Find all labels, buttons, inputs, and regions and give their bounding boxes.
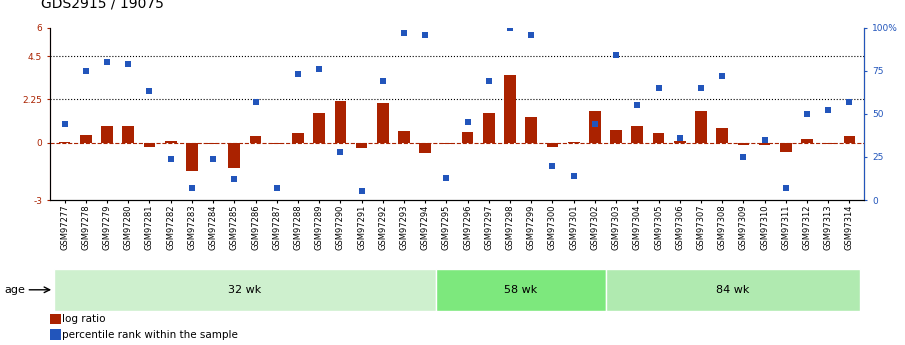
Point (778, 185, 793, 191)
Bar (605, 269, 860, 310)
Point (100, 59, 114, 65)
Point (652, 85, 666, 91)
Point (185, 185, 199, 191)
Point (57, 121, 71, 127)
Bar (843, 136, 855, 142)
Bar (758, 142, 770, 146)
Bar (398, 131, 410, 142)
Point (567, 173, 581, 179)
Point (503, 25, 518, 30)
Point (694, 85, 709, 91)
Point (164, 156, 178, 161)
Point (79, 68, 93, 73)
Bar (504, 75, 516, 142)
Point (757, 137, 772, 142)
Bar (462, 132, 473, 142)
Point (227, 177, 242, 182)
Bar (122, 126, 134, 142)
Bar (695, 111, 707, 142)
Text: log ratio: log ratio (62, 314, 106, 324)
Point (312, 66, 327, 72)
Bar (801, 139, 813, 142)
Point (248, 99, 262, 105)
Bar (313, 113, 325, 142)
Bar (717, 128, 728, 142)
Point (630, 102, 644, 108)
Text: 32 wk: 32 wk (228, 285, 262, 295)
Text: 58 wk: 58 wk (504, 285, 538, 295)
Point (715, 73, 729, 79)
Bar (483, 113, 495, 142)
Text: age: age (5, 285, 25, 295)
Bar (738, 142, 749, 145)
Point (418, 32, 433, 37)
Bar (780, 142, 792, 152)
Bar (335, 101, 347, 142)
Point (439, 175, 453, 180)
Point (524, 32, 538, 37)
Bar (271, 142, 282, 144)
Point (291, 71, 305, 77)
Point (121, 61, 136, 67)
Bar (50, 329, 61, 340)
Bar (823, 142, 834, 144)
Point (333, 149, 348, 155)
Point (270, 185, 284, 191)
Bar (632, 126, 643, 142)
Bar (228, 142, 240, 168)
Point (376, 78, 390, 84)
Point (672, 135, 687, 141)
Point (205, 156, 220, 161)
Point (481, 78, 496, 84)
Bar (547, 142, 558, 147)
Text: percentile rank within the sample: percentile rank within the sample (62, 330, 238, 340)
Point (355, 189, 369, 194)
Point (545, 163, 559, 168)
Bar (674, 141, 686, 142)
Bar (377, 103, 388, 142)
Bar (653, 133, 664, 142)
Point (142, 89, 157, 94)
Bar (186, 142, 197, 171)
Bar (54, 269, 436, 310)
Point (609, 52, 624, 58)
Text: GDS2915 / 19075: GDS2915 / 19075 (41, 0, 164, 10)
Bar (441, 142, 452, 144)
Point (736, 154, 750, 160)
Point (843, 99, 857, 105)
Point (821, 108, 835, 113)
Bar (436, 269, 605, 310)
Bar (101, 126, 113, 142)
Bar (165, 141, 176, 142)
Bar (250, 136, 262, 142)
Point (800, 111, 814, 117)
Bar (419, 142, 431, 153)
Text: 84 wk: 84 wk (716, 285, 749, 295)
Point (461, 120, 475, 125)
Bar (292, 133, 304, 142)
Bar (207, 142, 219, 144)
Bar (356, 142, 367, 148)
Point (396, 30, 411, 36)
Bar (144, 142, 156, 147)
Point (587, 121, 602, 127)
Bar (610, 130, 622, 142)
Bar (589, 111, 601, 142)
Bar (80, 135, 91, 142)
Bar (526, 117, 537, 142)
Bar (50, 314, 61, 324)
